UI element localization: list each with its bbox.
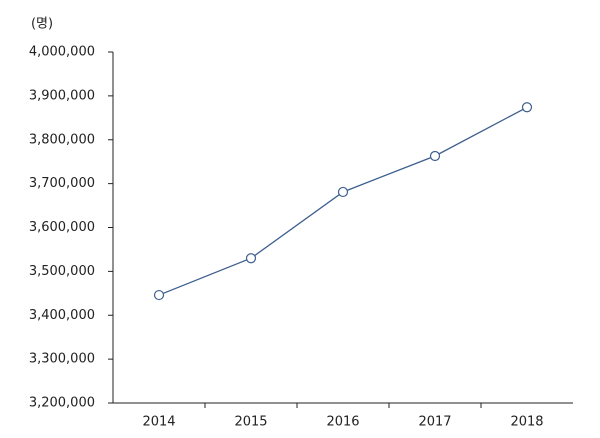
point-marker xyxy=(521,102,533,113)
y-tick-label: 3,500,000 xyxy=(29,264,95,279)
series-line xyxy=(158,106,528,296)
y-tick-label: 4,000,000 xyxy=(29,45,95,60)
x-tick-label: 2016 xyxy=(326,415,359,430)
point-marker xyxy=(337,186,349,198)
y-tick-label: 3,300,000 xyxy=(29,352,95,367)
point-marker xyxy=(153,289,165,301)
y-unit-label: (명) xyxy=(31,17,53,32)
point-marker xyxy=(429,150,441,162)
x-tick-label: 2014 xyxy=(142,415,175,430)
x-tick-label: 2017 xyxy=(418,415,451,430)
x-tick-label: 2015 xyxy=(234,415,267,430)
y-tick-label: 3,400,000 xyxy=(29,308,95,323)
point-marker xyxy=(245,253,257,264)
y-tick-label: 3,700,000 xyxy=(29,176,95,191)
y-tick-label: 3,600,000 xyxy=(29,220,95,235)
y-tick-label: 3,800,000 xyxy=(29,132,95,147)
x-tick-label: 2018 xyxy=(510,415,543,430)
y-tick-label: 3,200,000 xyxy=(29,396,95,411)
y-tick-label: 3,900,000 xyxy=(29,88,95,103)
